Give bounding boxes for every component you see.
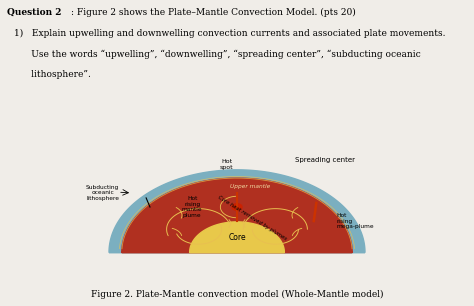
Text: : Figure 2 shows the Plate–Mantle Convection Model. (pts 20): : Figure 2 shows the Plate–Mantle Convec… <box>71 8 356 17</box>
Polygon shape <box>190 222 284 252</box>
Text: Hot
rising
mantle
plume: Hot rising mantle plume <box>182 196 202 218</box>
Polygon shape <box>109 170 365 252</box>
Text: Figure 2. Plate-Mantle convection model (Whole-Mantle model): Figure 2. Plate-Mantle convection model … <box>91 289 383 299</box>
Text: Hot
rising
mega-plume: Hot rising mega-plume <box>337 213 374 230</box>
Text: lithosphere”.: lithosphere”. <box>14 70 91 79</box>
Circle shape <box>234 205 240 209</box>
Text: Spreading center: Spreading center <box>294 157 355 163</box>
Text: Question 2: Question 2 <box>7 8 62 17</box>
Text: 1)   Explain upwelling and downwelling convection currents and associated plate : 1) Explain upwelling and downwelling con… <box>14 28 446 38</box>
Text: Hot
spot: Hot spot <box>220 159 234 170</box>
Text: Upper mantle: Upper mantle <box>230 184 270 189</box>
Polygon shape <box>122 178 352 252</box>
Circle shape <box>232 204 242 210</box>
Text: Core: Core <box>228 233 246 242</box>
Text: Use the words “upwelling”, “downwelling”, “spreading center”, “subducting oceani: Use the words “upwelling”, “downwelling”… <box>14 49 421 58</box>
Text: Subducting
oceanic
lithosphere: Subducting oceanic lithosphere <box>86 185 119 201</box>
Text: Core heat removed by plumes: Core heat removed by plumes <box>217 194 288 241</box>
